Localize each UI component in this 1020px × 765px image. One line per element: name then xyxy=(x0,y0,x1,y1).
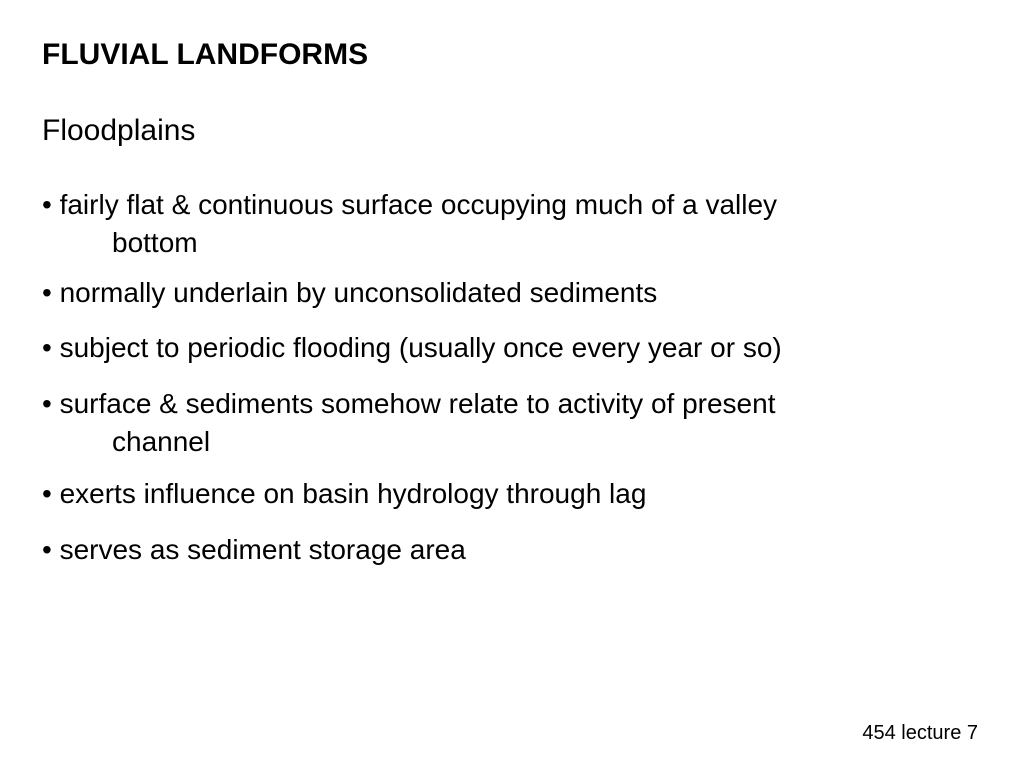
list-item: • exerts influence on basin hydrology th… xyxy=(42,475,978,513)
list-item: • serves as sediment storage area xyxy=(42,531,978,569)
list-item: • surface & sediments somehow relate to … xyxy=(42,385,978,461)
bullet-list: • fairly flat & continuous surface occup… xyxy=(42,186,978,568)
bullet-text: • surface & sediments somehow relate to … xyxy=(42,385,978,423)
bullet-text: • serves as sediment storage area xyxy=(42,531,978,569)
slide-footer: 454 lecture 7 xyxy=(862,722,978,745)
list-item: • normally underlain by unconsolidated s… xyxy=(42,274,978,312)
bullet-continuation: bottom xyxy=(42,224,978,262)
slide-subtitle: Floodplains xyxy=(42,114,978,148)
list-item: • fairly flat & continuous surface occup… xyxy=(42,186,978,262)
slide: FLUVIAL LANDFORMS Floodplains • fairly f… xyxy=(0,0,1020,765)
bullet-continuation: channel xyxy=(42,423,978,461)
bullet-text: • subject to periodic flooding (usually … xyxy=(42,329,978,367)
bullet-text: • exerts influence on basin hydrology th… xyxy=(42,475,978,513)
bullet-text: • fairly flat & continuous surface occup… xyxy=(42,186,978,224)
list-item: • subject to periodic flooding (usually … xyxy=(42,329,978,367)
bullet-text: • normally underlain by unconsolidated s… xyxy=(42,274,978,312)
slide-title: FLUVIAL LANDFORMS xyxy=(42,38,978,72)
